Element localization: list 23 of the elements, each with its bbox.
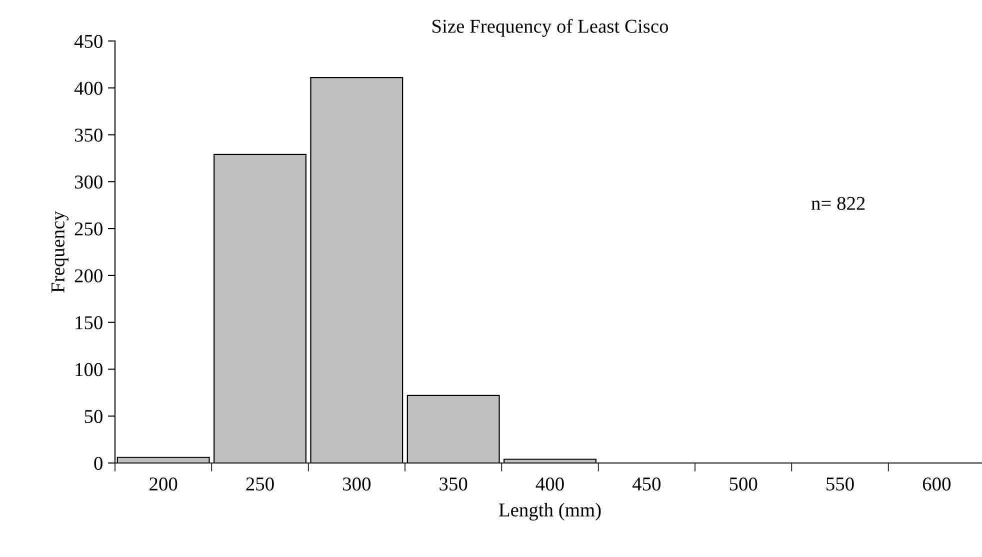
x-tick-label: 200: [150, 477, 178, 491]
x-tick-label: 550: [826, 477, 854, 491]
x-tick-label: 250: [246, 477, 274, 491]
x-tick-label: 350: [440, 477, 468, 491]
y-tick-label: 400: [74, 82, 102, 95]
y-tick-label: 100: [76, 363, 102, 376]
chart-title: Size Frequency of Least Cisco: [432, 18, 668, 37]
x-axis-title: Length (mm): [498, 502, 601, 521]
y-tick-label: 150: [76, 316, 102, 330]
x-tick-label: 500: [730, 477, 758, 491]
y-tick-label: 0: [94, 456, 102, 470]
y-tick-label: 200: [74, 269, 102, 282]
y-tick-label: 450: [74, 34, 102, 48]
y-tick-label: 300: [74, 175, 102, 189]
y-tick-label: 50: [84, 410, 102, 424]
y-tick-label: 350: [74, 128, 102, 142]
annotation: n= 822: [811, 196, 865, 210]
x-tick-label: 300: [343, 477, 371, 491]
y-tick-label: 250: [74, 222, 102, 236]
x-tick-label: 400: [536, 477, 564, 491]
y-axis-title: Frequency: [52, 211, 68, 292]
x-tick-label: 450: [632, 477, 661, 491]
x-tick-label: 600: [922, 477, 951, 491]
